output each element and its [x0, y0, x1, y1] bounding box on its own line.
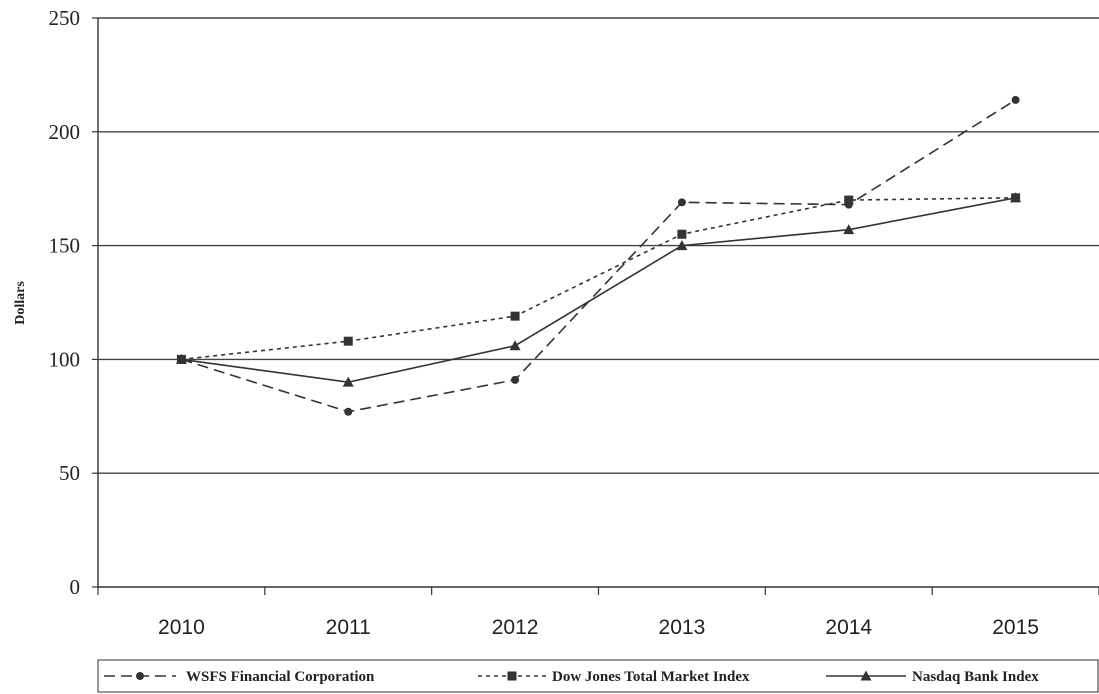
- legend-marker-1: [507, 671, 517, 681]
- series-2-point-2014: [843, 224, 855, 235]
- series-1-point-2012: [510, 311, 520, 321]
- series-1-point-2014: [844, 195, 854, 205]
- legend-box: [97, 659, 1099, 693]
- series-1-point-2011: [343, 336, 353, 346]
- series-2: [175, 192, 1022, 387]
- legend-marker-0: [136, 672, 144, 680]
- series-0-line: [181, 99, 1017, 413]
- series-0-point-2013: [677, 198, 686, 207]
- gridlines: [98, 17, 1099, 474]
- x-tick-label-2010: 2010: [158, 616, 205, 639]
- axes: [92, 17, 1099, 595]
- x-tick-label-2013: 2013: [659, 616, 706, 639]
- y-tick-label-0: 0: [70, 575, 81, 599]
- series-0-point-2012: [511, 375, 520, 384]
- series-2-point-2010: [175, 353, 187, 364]
- series-2-point-2011: [342, 376, 354, 387]
- series-0-point-2015: [1011, 95, 1020, 104]
- legend-label-1: Dow Jones Total Market Index: [552, 669, 750, 685]
- x-tick-label-2012: 2012: [492, 616, 539, 639]
- legend-label-0: WSFS Financial Corporation: [186, 669, 375, 685]
- legend: WSFS Financial Corporation Dow Jones Tota…: [97, 659, 1099, 693]
- series-2-point-2013: [676, 240, 688, 251]
- x-tick-label-2011: 2011: [326, 616, 371, 639]
- y-tick-label-150: 150: [49, 234, 81, 258]
- y-tick-label-50: 50: [59, 461, 80, 485]
- series-1-point-2013: [677, 229, 687, 239]
- series-0-point-2011: [344, 407, 353, 416]
- y-axis-label: Dollars: [13, 281, 28, 325]
- series-1: [176, 193, 1021, 364]
- series-2-point-2012: [509, 340, 521, 351]
- series-0: [177, 95, 1020, 416]
- tick-labels: 0 50 100 150 200 250 2010 2011 2012 2013 2014 2015: [49, 6, 1039, 639]
- y-tick-label-250: 250: [49, 6, 81, 30]
- series-2-line: [181, 197, 1016, 383]
- series-2-point-2015: [1010, 192, 1022, 203]
- series-lines: [175, 95, 1022, 416]
- legend-marker-2: [860, 670, 872, 681]
- legend-label-2: Nasdaq Bank Index: [912, 669, 1039, 685]
- series-1-line: [181, 197, 1016, 361]
- x-tick-label-2014: 2014: [825, 616, 872, 639]
- y-tick-label-200: 200: [49, 120, 81, 144]
- legend-item-2: Nasdaq Bank Index: [826, 669, 1039, 685]
- x-tick-label-2015: 2015: [992, 616, 1039, 639]
- y-tick-label-100: 100: [49, 347, 81, 371]
- legend-item-1: Dow Jones Total Market Index: [478, 669, 750, 685]
- legend-item-0: WSFS Financial Corporation: [104, 669, 375, 685]
